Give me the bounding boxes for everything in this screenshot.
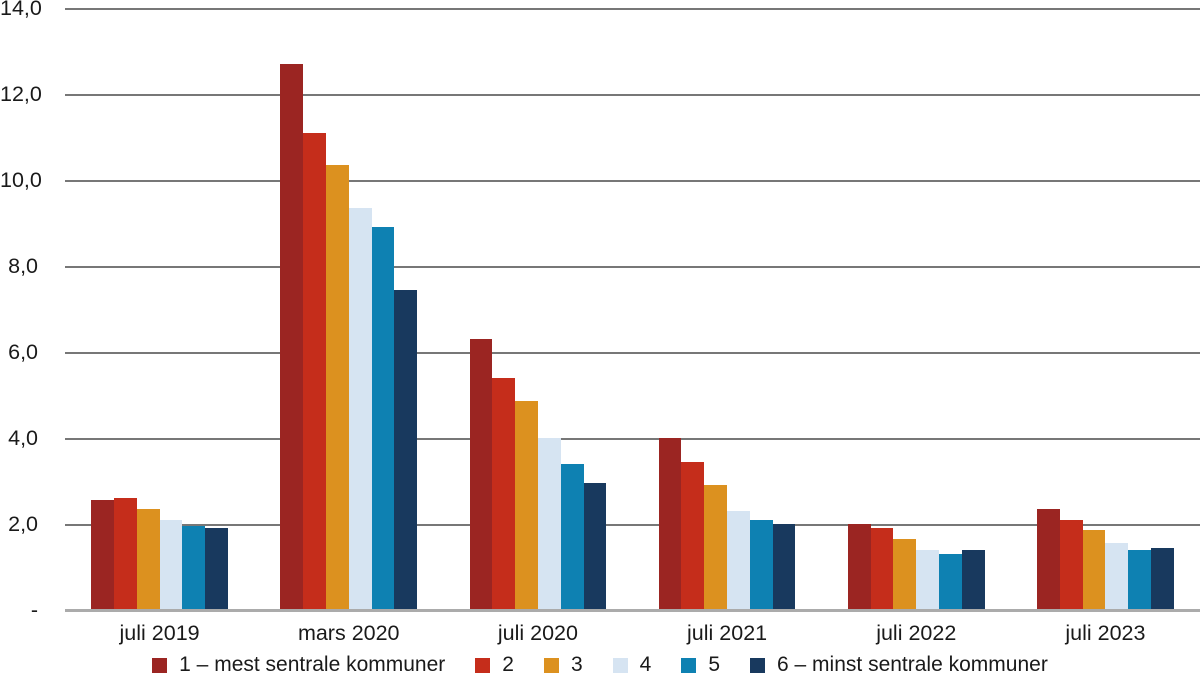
legend-swatch <box>750 657 766 673</box>
bar <box>1082 530 1106 610</box>
legend-label: 4 <box>639 653 652 676</box>
bar <box>492 377 516 610</box>
y-axis-tick-label: 4,0 <box>8 426 38 450</box>
bar <box>560 463 584 610</box>
bar <box>348 207 372 610</box>
bar <box>847 524 871 610</box>
bar <box>727 511 750 610</box>
x-axis-category-label: juli 2022 <box>876 621 957 645</box>
bar <box>704 485 728 610</box>
legend-swatch <box>475 657 491 673</box>
x-axis-category-label: juli 2021 <box>687 621 768 645</box>
bar <box>939 554 962 610</box>
bar <box>658 438 682 610</box>
gridline <box>65 8 1200 10</box>
legend-label: 1 – mest sentrale kommuner <box>179 653 446 676</box>
gridline <box>65 266 1200 268</box>
bar <box>159 519 183 610</box>
legend-item: 1 – mest sentrale kommuner <box>152 652 445 678</box>
y-axis-tick-label: 14,0 <box>0 0 42 20</box>
bar <box>469 339 493 610</box>
gridline <box>65 524 1200 526</box>
legend-swatch <box>612 657 628 673</box>
legend-item: 6 – minst sentrale kommuner <box>750 652 1048 678</box>
bar <box>280 63 304 610</box>
x-axis-category-label: mars 2020 <box>297 621 400 645</box>
y-axis-tick-label: 8,0 <box>8 254 38 278</box>
bar <box>749 519 773 610</box>
bar <box>1037 508 1060 610</box>
bar <box>1059 519 1083 610</box>
legend-item: 2 <box>475 652 514 678</box>
y-axis-tick-label: 2,0 <box>8 512 38 536</box>
legend-swatch <box>152 657 168 673</box>
legend-item: 4 <box>612 652 652 678</box>
gridline <box>65 352 1200 354</box>
legend-label: 3 <box>570 653 583 676</box>
legend-item: 5 <box>681 652 720 678</box>
bar <box>303 132 326 610</box>
bar <box>205 528 228 610</box>
x-axis-category-label: juli 2020 <box>497 621 578 645</box>
bar <box>961 549 985 610</box>
bar <box>515 401 538 610</box>
y-axis-tick-label: 12,0 <box>0 82 42 106</box>
bar <box>371 227 395 610</box>
legend-label: 6 – minst sentrale kommuner <box>777 653 1048 676</box>
gridline <box>65 94 1200 96</box>
bar <box>893 539 917 610</box>
legend-swatch <box>681 657 697 673</box>
bar <box>583 483 607 610</box>
bar <box>394 289 418 610</box>
bar <box>1151 547 1174 610</box>
y-axis-tick-label: 10,0 <box>0 168 42 192</box>
x-axis-line <box>65 609 1200 612</box>
bar <box>136 508 160 610</box>
bar <box>1128 549 1151 610</box>
bar <box>113 498 137 610</box>
bar <box>681 461 705 610</box>
y-axis-tick-label: - <box>30 598 38 622</box>
bar <box>916 549 940 610</box>
legend-label: 5 <box>708 653 721 676</box>
x-axis-category-label: juli 2023 <box>1065 621 1146 645</box>
gridline <box>65 438 1200 440</box>
bar <box>325 164 349 610</box>
gridline <box>65 180 1200 182</box>
legend: 1 – mest sentrale kommuner 2 3 4 5 6 – minst … <box>0 650 1200 680</box>
bar <box>870 528 894 610</box>
legend-swatch <box>543 657 559 673</box>
bar <box>182 526 206 610</box>
legend-item: 3 <box>543 652 583 678</box>
bar <box>1105 543 1129 610</box>
bar <box>772 524 796 610</box>
bar <box>91 500 114 610</box>
legend-label: 2 <box>502 653 514 676</box>
x-axis-category-label: juli 2019 <box>119 621 200 645</box>
y-axis-tick-label: 6,0 <box>8 340 38 364</box>
bar <box>537 438 561 610</box>
